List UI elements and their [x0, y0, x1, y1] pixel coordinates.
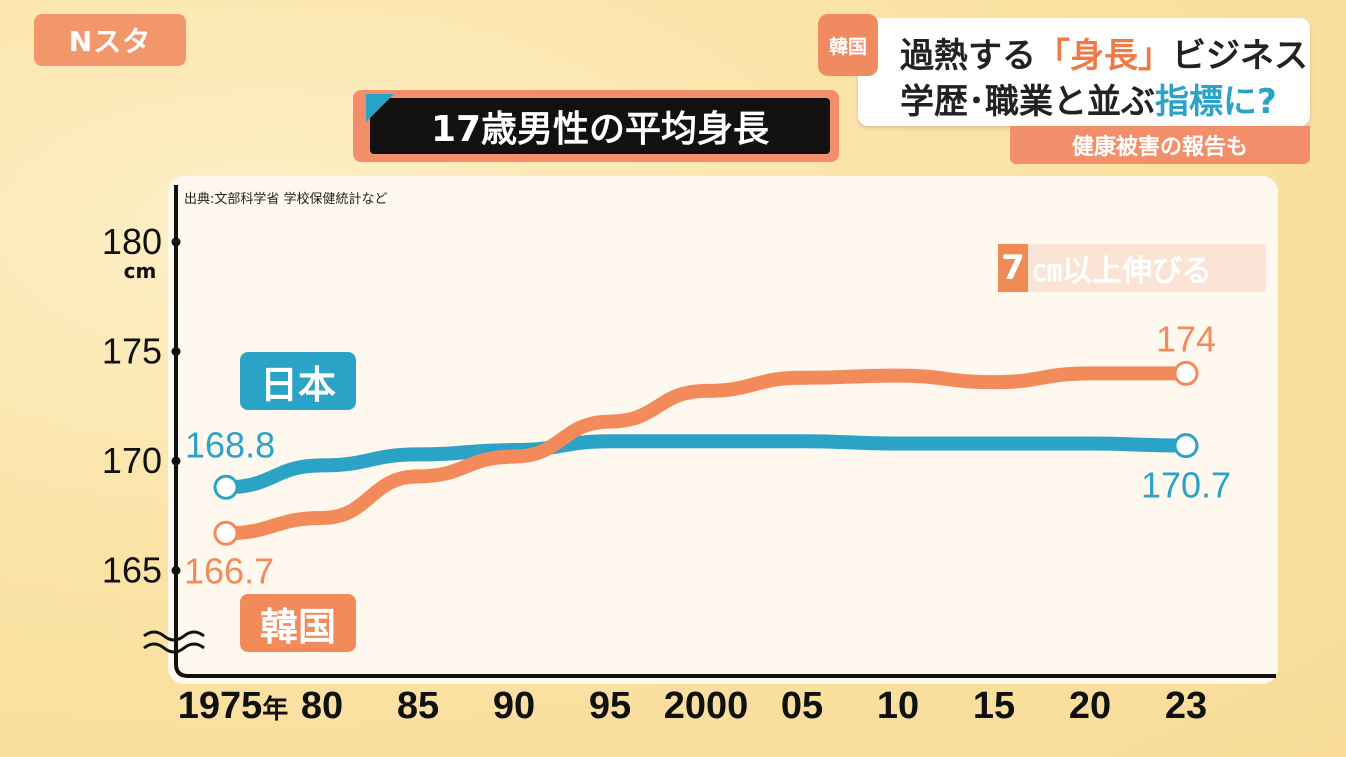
axis-lines: [174, 185, 1276, 678]
data-label-japan-start: 168.8: [185, 424, 275, 465]
x-tick-label: 95: [589, 685, 631, 727]
series-point-korea: [213, 520, 239, 546]
series-point-japan: [213, 474, 239, 500]
x-tick-label: 2000: [664, 685, 749, 727]
y-tick-label: 175: [102, 331, 162, 372]
y-tick-dot: [171, 237, 181, 247]
x-tick-label: 20: [1069, 685, 1111, 727]
y-tick-dot: [171, 456, 181, 466]
headline-box: [858, 18, 1310, 126]
x-tick-label: 10: [877, 685, 919, 727]
series-tag-japan: 日本: [240, 352, 356, 410]
chart-title: 17歳男性の平均身長: [370, 98, 830, 154]
program-logo: Nスタ: [34, 14, 186, 66]
y-tick-label: 170: [102, 440, 162, 481]
axis-break-mark: [143, 642, 205, 654]
x-tick-label: 85: [397, 685, 439, 727]
data-label-japan-end: 170.7: [1141, 465, 1231, 506]
source-note: 出典:文部科学省 学校保健統計など: [184, 192, 388, 207]
x-tick-label: 90: [493, 685, 535, 727]
callout-text: ㎝以上伸びる: [1028, 244, 1266, 292]
series-line-japan: [219, 434, 1193, 495]
country-tag: 韓国: [818, 14, 878, 76]
x-tick-label: 80: [301, 685, 343, 727]
x-tick-label: 1975年: [178, 685, 289, 727]
y-tick-label: 165: [102, 550, 162, 591]
x-tick-label: 05: [781, 685, 823, 727]
x-tick-label: 15: [973, 685, 1015, 727]
growth-callout: 7 ㎝以上伸びる: [998, 244, 1266, 292]
y-tick-dot: [171, 347, 181, 356]
series-line-korea: [219, 366, 1193, 541]
series-point-japan: [1173, 433, 1199, 459]
x-tick-label: 23: [1165, 685, 1207, 727]
series-point-korea: [1173, 360, 1199, 386]
title-corner-accent: [366, 94, 394, 122]
data-label-korea-start: 166.7: [184, 550, 274, 591]
axis-break-mark: [143, 630, 205, 642]
series-tag-korea: 韓国: [240, 594, 356, 652]
headline-line1: 過熱する「身長」ビジネス: [900, 36, 1308, 76]
headline-line2: 学歴･職業と並ぶ指標に?: [900, 82, 1277, 122]
callout-number: 7: [998, 244, 1028, 292]
y-tick-dot: [171, 566, 181, 575]
data-label-korea-end: 174: [1156, 318, 1216, 359]
subheadline: 健康被害の報告も: [1010, 126, 1310, 164]
y-tick-label: 180: [102, 221, 162, 262]
y-axis-unit: cm: [124, 259, 157, 283]
